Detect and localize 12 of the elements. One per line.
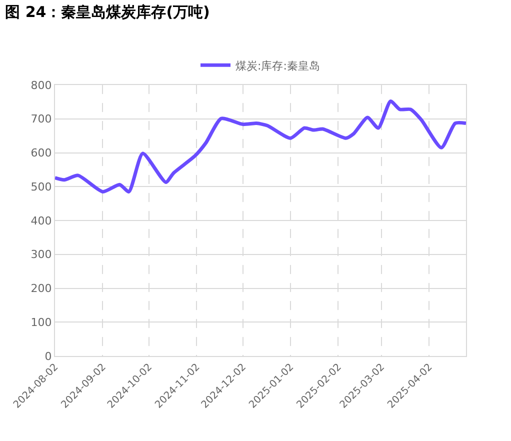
y-tick-label: 0	[44, 350, 52, 363]
y-tick-label: 400	[30, 214, 52, 228]
y-tick-label: 600	[30, 146, 52, 160]
y-tick-label: 300	[30, 248, 52, 262]
legend-label: 煤炭:库存:秦皇岛	[236, 59, 320, 72]
line-series	[55, 100, 466, 194]
y-tick-label: 100	[30, 316, 52, 329]
chart-title: 图 24：秦皇岛煤炭库存(万吨)	[5, 3, 210, 22]
y-tick-label: 500	[30, 180, 52, 194]
y-tick-label: 200	[30, 282, 52, 296]
y-tick-label: 800	[30, 78, 52, 92]
y-tick-label: 700	[30, 112, 52, 126]
